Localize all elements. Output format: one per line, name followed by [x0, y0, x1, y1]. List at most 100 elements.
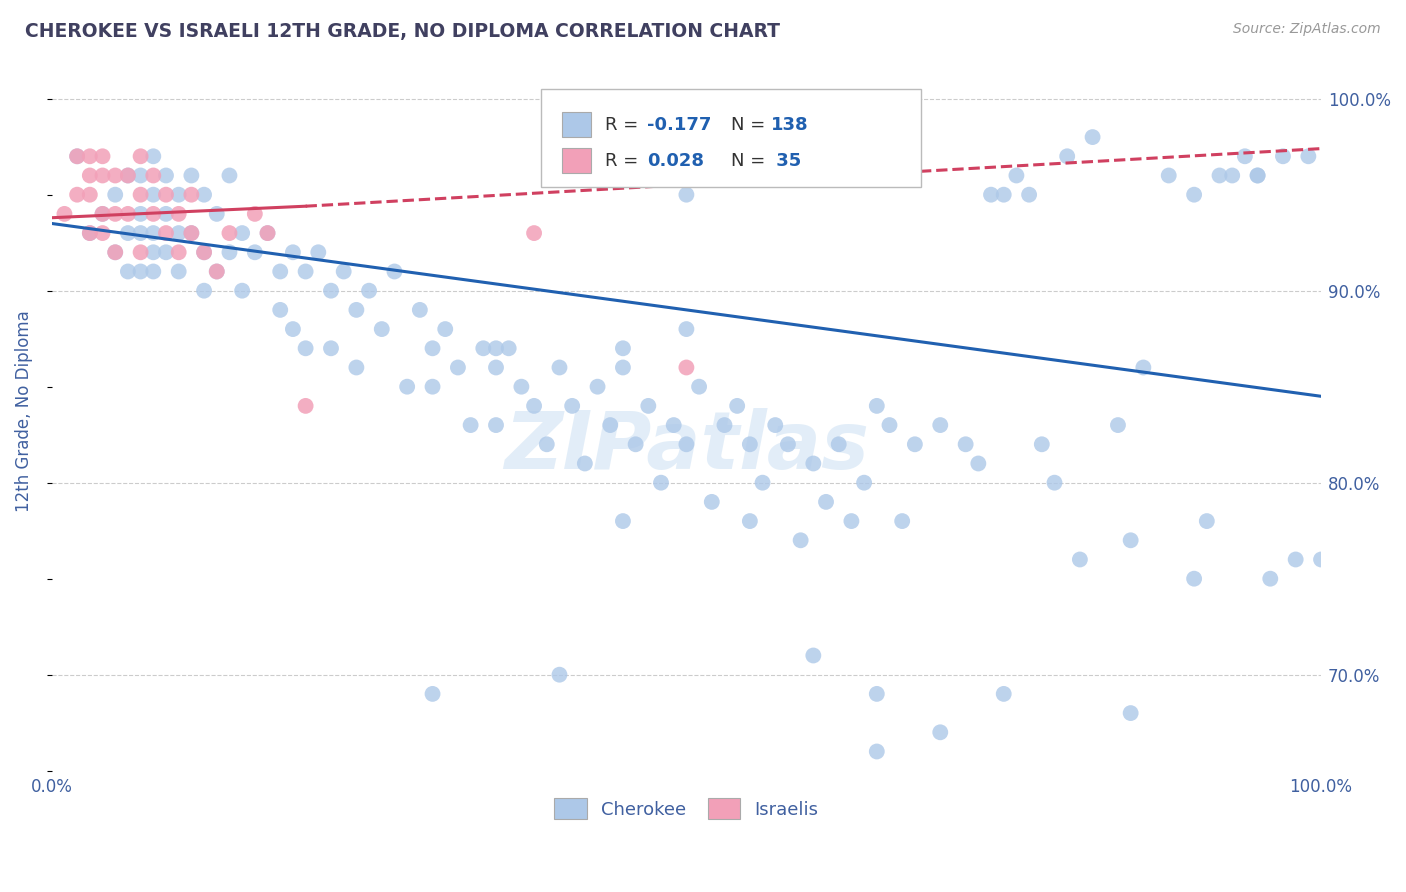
Point	[193, 245, 215, 260]
Point	[142, 149, 165, 163]
Point	[422, 341, 444, 355]
Point	[828, 437, 851, 451]
Point	[319, 341, 342, 355]
Text: CHEROKEE VS ISRAELI 12TH GRADE, NO DIPLOMA CORRELATION CHART: CHEROKEE VS ISRAELI 12TH GRADE, NO DIPLO…	[25, 22, 780, 41]
Point	[294, 399, 316, 413]
Point	[993, 687, 1015, 701]
Point	[815, 495, 838, 509]
Point	[205, 264, 228, 278]
Point	[650, 475, 672, 490]
Point	[218, 169, 240, 183]
Point	[104, 245, 127, 260]
Point	[129, 187, 152, 202]
Point	[675, 322, 697, 336]
Point	[1233, 149, 1256, 163]
Point	[91, 226, 114, 240]
Point	[142, 207, 165, 221]
Point	[79, 187, 101, 202]
Point	[142, 187, 165, 202]
Point	[1220, 169, 1243, 183]
Point	[53, 207, 76, 221]
Text: N =: N =	[731, 152, 770, 169]
Text: 0.028: 0.028	[647, 152, 704, 169]
Point	[561, 399, 583, 413]
Point	[256, 226, 278, 240]
Point	[307, 245, 329, 260]
Point	[66, 149, 89, 163]
Text: R =: R =	[605, 116, 644, 134]
Point	[180, 226, 202, 240]
Point	[1081, 130, 1104, 145]
Point	[129, 149, 152, 163]
Point	[1285, 552, 1308, 566]
Point	[1208, 169, 1230, 183]
Point	[142, 264, 165, 278]
Point	[155, 207, 177, 221]
Point	[738, 514, 761, 528]
Point	[662, 418, 685, 433]
Point	[498, 341, 520, 355]
Point	[700, 495, 723, 509]
Point	[1258, 572, 1281, 586]
Point	[891, 514, 914, 528]
Point	[1182, 187, 1205, 202]
Point	[205, 207, 228, 221]
Point	[612, 341, 634, 355]
Point	[523, 399, 546, 413]
Point	[1031, 437, 1053, 451]
Point	[586, 380, 609, 394]
Point	[422, 380, 444, 394]
Point	[384, 264, 406, 278]
Point	[344, 360, 367, 375]
Point	[688, 380, 710, 394]
Point	[129, 169, 152, 183]
Point	[1018, 187, 1040, 202]
Point	[294, 341, 316, 355]
Point	[129, 226, 152, 240]
Point	[117, 169, 139, 183]
Point	[117, 207, 139, 221]
Point	[104, 169, 127, 183]
Point	[79, 226, 101, 240]
Point	[510, 380, 533, 394]
Point	[612, 514, 634, 528]
Point	[472, 341, 495, 355]
Point	[738, 437, 761, 451]
Point	[1107, 418, 1129, 433]
Point	[79, 226, 101, 240]
Point	[269, 264, 291, 278]
Point	[409, 302, 432, 317]
Point	[624, 437, 647, 451]
Point	[117, 264, 139, 278]
Point	[485, 418, 508, 433]
Point	[1310, 552, 1333, 566]
Point	[1246, 169, 1268, 183]
Point	[866, 399, 889, 413]
Point	[396, 380, 419, 394]
Point	[142, 226, 165, 240]
Point	[548, 667, 571, 681]
Point	[574, 457, 596, 471]
Point	[243, 207, 266, 221]
Point	[319, 284, 342, 298]
Point	[104, 187, 127, 202]
Point	[344, 302, 367, 317]
Point	[281, 245, 304, 260]
Point	[763, 418, 786, 433]
Point	[523, 226, 546, 240]
Point	[879, 418, 901, 433]
Point	[117, 226, 139, 240]
Point	[104, 207, 127, 221]
Point	[612, 360, 634, 375]
Point	[180, 169, 202, 183]
Point	[841, 514, 863, 528]
Point	[142, 245, 165, 260]
Point	[675, 437, 697, 451]
Point	[929, 418, 952, 433]
Point	[91, 149, 114, 163]
Text: N =: N =	[731, 116, 770, 134]
Point	[243, 245, 266, 260]
Point	[1056, 149, 1078, 163]
Point	[359, 284, 381, 298]
Point	[167, 207, 190, 221]
